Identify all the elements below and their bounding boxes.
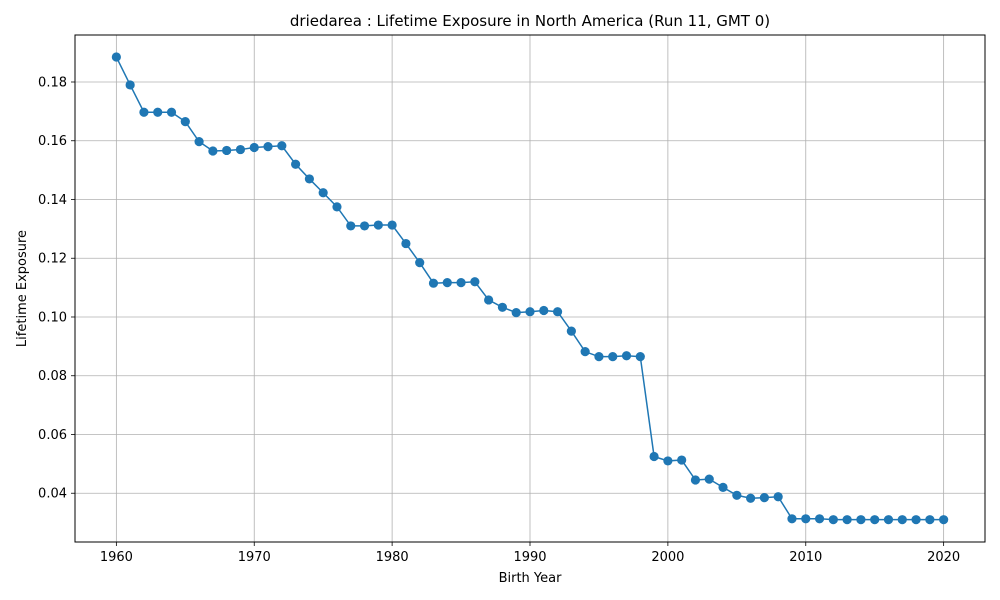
y-tick-label: 0.12 xyxy=(38,252,67,267)
data-point xyxy=(580,347,590,357)
data-point xyxy=(870,515,880,525)
x-tick-label: 1970 xyxy=(238,550,271,565)
data-point xyxy=(939,515,949,525)
data-point xyxy=(718,482,728,492)
data-point xyxy=(125,80,135,90)
y-tick-label: 0.08 xyxy=(38,369,67,384)
data-point xyxy=(635,352,645,362)
y-tick-label: 0.10 xyxy=(38,310,67,325)
y-tick-label: 0.04 xyxy=(38,487,67,502)
data-point xyxy=(897,515,907,525)
data-point xyxy=(428,278,439,288)
data-point xyxy=(180,117,190,127)
data-point xyxy=(139,107,149,117)
data-point xyxy=(318,188,328,198)
y-axis-title: Lifetime Exposure xyxy=(15,230,30,347)
data-point xyxy=(814,514,825,524)
y-tick-label: 0.06 xyxy=(38,428,67,443)
y-tick-label: 0.14 xyxy=(38,193,67,208)
data-point xyxy=(470,277,480,287)
x-tick-label: 2020 xyxy=(927,550,960,565)
x-axis-title: Birth Year xyxy=(499,571,563,586)
data-point xyxy=(332,202,342,212)
data-point xyxy=(387,220,397,230)
data-point xyxy=(732,490,742,500)
series xyxy=(111,52,949,525)
data-point xyxy=(925,515,935,525)
data-point xyxy=(552,307,563,317)
data-point xyxy=(677,455,687,465)
data-point xyxy=(759,493,769,503)
data-point xyxy=(373,220,383,230)
data-point xyxy=(456,278,466,288)
data-point xyxy=(511,307,521,318)
data-point xyxy=(304,174,314,184)
data-point xyxy=(911,515,921,525)
data-point xyxy=(746,493,756,503)
data-point xyxy=(608,352,618,362)
data-point xyxy=(153,107,163,117)
data-point xyxy=(539,305,549,316)
x-tick-label: 2010 xyxy=(789,550,822,565)
data-point xyxy=(621,351,632,361)
grid xyxy=(75,35,985,542)
data-point xyxy=(525,307,535,317)
y-tick-label: 0.18 xyxy=(38,75,67,90)
data-point xyxy=(484,295,494,305)
data-point xyxy=(787,514,797,524)
data-point xyxy=(401,238,411,249)
data-point xyxy=(773,492,783,502)
data-point xyxy=(842,515,852,525)
data-point xyxy=(249,142,259,153)
data-point xyxy=(883,515,894,525)
data-point xyxy=(801,514,811,524)
data-point xyxy=(594,352,604,362)
data-point xyxy=(263,142,273,152)
data-point xyxy=(359,221,370,231)
data-point xyxy=(856,515,866,525)
data-point xyxy=(415,258,425,268)
x-tick-label: 2000 xyxy=(651,550,684,565)
y-tick-label: 0.16 xyxy=(38,134,67,149)
data-point xyxy=(235,144,246,155)
data-point xyxy=(663,456,673,466)
data-point xyxy=(690,475,701,485)
data-point xyxy=(346,221,356,231)
data-point xyxy=(111,52,121,62)
data-point xyxy=(828,515,838,525)
data-point xyxy=(166,107,177,117)
data-point xyxy=(222,145,232,156)
data-point xyxy=(442,278,452,288)
x-tick-label: 1980 xyxy=(376,550,409,565)
axes: 1960 1970 1980 1990 2000 2010 2020 0.04 0.06 0.08… xyxy=(38,75,960,565)
x-tick-label: 1960 xyxy=(100,550,133,565)
chart-title: driedarea : Lifetime Exposure in North A… xyxy=(290,12,770,30)
data-point xyxy=(194,137,204,147)
data-point xyxy=(497,302,508,312)
data-point xyxy=(208,146,218,156)
x-tick-label: 1990 xyxy=(513,550,546,565)
data-point xyxy=(277,141,287,151)
data-point xyxy=(649,451,659,462)
data-point xyxy=(566,326,576,336)
data-point xyxy=(291,159,301,169)
data-point xyxy=(704,474,714,484)
